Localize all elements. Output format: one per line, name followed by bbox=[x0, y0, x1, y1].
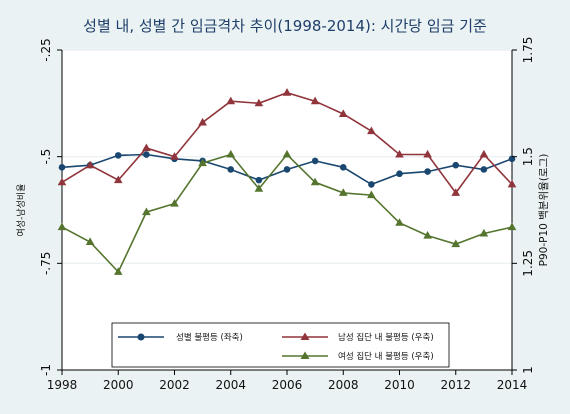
data-point-male bbox=[367, 126, 376, 135]
data-point-female bbox=[170, 199, 179, 207]
x-tick-label: 1998 bbox=[47, 378, 78, 392]
data-point-male bbox=[395, 149, 404, 158]
data-point-female bbox=[395, 218, 404, 226]
chart-title: 성별 내, 성별 간 임금격차 추이(1998-2014): 시간당 임금 기준 bbox=[83, 17, 487, 35]
data-point-female bbox=[254, 184, 264, 192]
right-tick-label: 1 bbox=[521, 366, 535, 374]
x-tick-label: 2002 bbox=[159, 378, 190, 392]
legend: 성별 불평등 (좌축) 남성 집단 내 불평등 (우축) 여성 집단 내 불평등… bbox=[111, 322, 450, 368]
legend-marker-gender bbox=[137, 333, 145, 341]
data-point-male bbox=[310, 96, 320, 105]
data-point-female bbox=[367, 190, 376, 199]
x-tick-label: 2014 bbox=[497, 378, 528, 392]
data-point-female bbox=[57, 222, 67, 231]
data-point-gender bbox=[143, 151, 150, 158]
tick-layer: -1 -.75 -.5 -.25 1 1.25 1.5 1.75 1998 2000 2002 200… bbox=[39, 37, 535, 392]
legend-box bbox=[111, 322, 450, 368]
data-point-gender bbox=[396, 170, 403, 178]
legend-label-gender: 성별 불평등 (좌축) bbox=[176, 332, 243, 343]
data-point-female bbox=[338, 188, 348, 196]
data-point-gender bbox=[480, 166, 488, 173]
data-point-male bbox=[85, 160, 95, 169]
plot-area bbox=[62, 50, 512, 370]
x-tick-label: 2008 bbox=[328, 378, 359, 392]
data-point-gender bbox=[424, 168, 431, 175]
data-point-male bbox=[57, 177, 67, 186]
data-point-gender bbox=[283, 166, 291, 173]
data-point-gender bbox=[311, 157, 319, 165]
data-point-gender bbox=[58, 164, 66, 171]
data-point-male bbox=[254, 98, 264, 107]
data-point-gender bbox=[255, 176, 263, 184]
left-tick-label: -.25 bbox=[39, 38, 53, 61]
data-point-female bbox=[142, 207, 151, 216]
right-tick-label: 1.5 bbox=[521, 147, 535, 166]
data-point-gender bbox=[452, 161, 460, 169]
data-point-male bbox=[226, 96, 236, 105]
legend-label-male: 남성 집단 내 불평등 (우축) bbox=[338, 332, 434, 343]
data-point-female bbox=[479, 228, 489, 237]
data-point-gender bbox=[368, 181, 375, 188]
data-point-gender bbox=[114, 152, 122, 159]
data-point-female bbox=[198, 158, 207, 167]
data-point-female bbox=[226, 149, 236, 158]
series-layer bbox=[57, 88, 517, 275]
data-point-male bbox=[142, 143, 151, 152]
data-point-female bbox=[85, 237, 95, 245]
data-point-male bbox=[114, 175, 123, 184]
data-point-female bbox=[114, 267, 123, 275]
data-point-male bbox=[507, 179, 517, 188]
legend-marker-female bbox=[300, 351, 310, 359]
left-axis-label: 여성-남성비율 bbox=[15, 184, 27, 237]
data-point-male bbox=[338, 109, 348, 117]
data-point-male bbox=[451, 188, 461, 196]
data-point-female bbox=[507, 222, 517, 231]
data-point-male bbox=[282, 88, 292, 96]
data-point-male bbox=[198, 117, 207, 126]
x-tick-label: 2000 bbox=[103, 378, 134, 392]
left-tick-label: -.75 bbox=[39, 252, 53, 275]
data-point-female bbox=[282, 149, 292, 158]
x-tick-label: 2012 bbox=[440, 378, 471, 392]
x-tick-label: 2004 bbox=[215, 378, 246, 392]
data-point-male bbox=[479, 149, 489, 158]
right-axis-label: P90-P10 백분위율(로그) bbox=[537, 154, 550, 267]
legend-marker-male bbox=[300, 332, 310, 340]
data-point-gender bbox=[227, 166, 235, 173]
data-point-gender bbox=[339, 164, 347, 171]
data-point-female bbox=[310, 177, 320, 186]
left-tick-label: -1 bbox=[39, 364, 53, 376]
left-tick-label: -.5 bbox=[39, 149, 53, 165]
right-tick-label: 1.25 bbox=[521, 250, 535, 277]
x-tick-label: 2006 bbox=[272, 378, 303, 392]
data-point-male bbox=[170, 152, 179, 160]
data-point-female bbox=[451, 239, 461, 248]
data-point-male bbox=[423, 149, 432, 158]
x-tick-label: 2010 bbox=[384, 378, 415, 392]
right-tick-label: 1.75 bbox=[521, 37, 535, 64]
data-point-female bbox=[423, 231, 432, 239]
legend-label-female: 여성 집단 내 불평등 (우축) bbox=[338, 351, 434, 362]
